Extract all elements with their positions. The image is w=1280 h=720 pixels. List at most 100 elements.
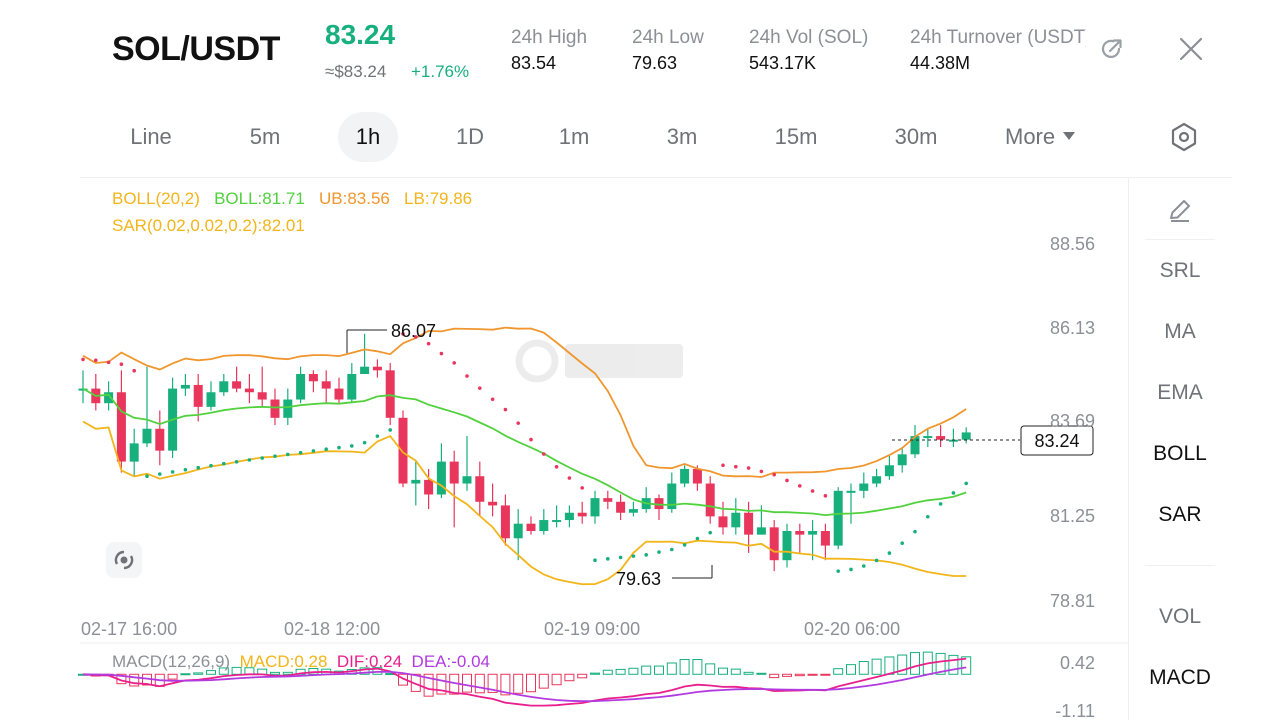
share-icon[interactable] (1097, 34, 1127, 64)
macd-histogram-bar (641, 665, 652, 675)
candle (321, 370, 331, 404)
screenshot-icon[interactable] (106, 542, 142, 578)
indicator-ema[interactable]: EMA (1157, 381, 1203, 404)
candle (667, 472, 677, 513)
candle (488, 483, 498, 517)
sar-dot (298, 450, 303, 455)
candle (526, 516, 536, 535)
candle-body (539, 520, 549, 531)
candle-body (488, 501, 498, 506)
macd-histogram-bar (590, 672, 600, 675)
macd-histogram-bar (436, 673, 447, 695)
sar-dot (375, 434, 380, 438)
tab-1h[interactable]: 1h (338, 112, 398, 162)
sar-dot (132, 368, 136, 373)
candle-body (436, 461, 446, 495)
candle (347, 363, 357, 404)
indicator-srl[interactable]: SRL (1159, 259, 1201, 282)
candles-layer (78, 333, 971, 572)
edit-pencil-icon[interactable] (1166, 196, 1194, 224)
tab-30m[interactable]: 30m (894, 124, 938, 149)
chevron-down-icon (1063, 132, 1076, 141)
tab-1m[interactable]: 1m (558, 124, 590, 149)
tab-15m[interactable]: 15m (774, 124, 818, 149)
sar-dot (708, 530, 712, 535)
sar-dot (183, 467, 188, 472)
candle-body (424, 479, 434, 495)
sar-dot (94, 358, 98, 363)
candle-body (308, 373, 318, 382)
indicator-boll[interactable]: BOLL (1153, 442, 1207, 465)
candle-body (347, 373, 357, 400)
tab-3m[interactable]: 3m (666, 124, 698, 149)
candle-body (897, 454, 907, 466)
sar-dot (119, 362, 124, 366)
sar-dot (81, 357, 85, 362)
price-change-percent: +1.76% (411, 62, 470, 81)
sar-dot (542, 452, 546, 456)
candle-body (782, 530, 792, 561)
candle (539, 509, 549, 535)
low-marker: 79.63 (616, 565, 713, 589)
close-icon[interactable] (1176, 34, 1206, 64)
sar-dot (286, 452, 290, 457)
boll-mid-value: BOLL:81.71 (214, 189, 305, 208)
candle-body (104, 392, 114, 404)
tab-line[interactable]: Line (130, 124, 172, 149)
stat-turnover-value: 44.38M (910, 53, 971, 73)
sar-dot (618, 555, 623, 560)
indicator-vol[interactable]: VOL (1158, 605, 1202, 628)
candle (462, 436, 472, 491)
sar-dot (631, 554, 636, 558)
macd-histogram-bar (679, 659, 690, 675)
tab-1d[interactable]: 1D (455, 124, 485, 149)
candle-body (398, 417, 408, 484)
macd-histogram-bar (935, 652, 946, 675)
macd-histogram-bar (922, 651, 933, 675)
macd-histogram-bar (116, 673, 127, 685)
candle-body (616, 501, 626, 513)
candle (564, 505, 574, 528)
dea-value: DEA:-0.04 (411, 652, 490, 671)
macd-histogram-bar (743, 671, 754, 675)
macd-histogram-bar (90, 673, 101, 677)
boll-upper-band (82, 326, 967, 478)
candle (78, 370, 88, 404)
sar-dot (874, 558, 879, 563)
candle-body (654, 498, 664, 510)
macd-histogram-bar (807, 673, 818, 676)
candle-body (641, 498, 651, 510)
chart-settings-icon[interactable] (1168, 121, 1200, 153)
current-price-tag: 83.24 (1034, 431, 1079, 451)
sar-dot (490, 397, 495, 402)
sar-dot (964, 481, 968, 486)
boll-params: BOLL(20,2) (112, 189, 200, 208)
candle (424, 468, 434, 510)
candle-body (193, 384, 203, 407)
candle (833, 487, 843, 550)
sar-dot (849, 567, 853, 572)
candle (680, 465, 690, 488)
macd-histogram-bar (385, 673, 396, 676)
boll-lb-value: LB:79.86 (404, 189, 473, 208)
indicator-macd[interactable]: MACD (1149, 666, 1211, 689)
tab-5m[interactable]: 5m (249, 124, 281, 149)
indicator-sar[interactable]: SAR (1158, 503, 1202, 526)
indicator-ma[interactable]: MA (1164, 320, 1196, 343)
macd-value: MACD:0.28 (239, 652, 328, 671)
sar-dot (426, 341, 431, 346)
sar-dot (439, 351, 444, 356)
candle-body (948, 439, 958, 442)
candle-body (577, 512, 587, 517)
sar-dot (145, 474, 149, 479)
tab-more-dropdown[interactable]: More (1005, 112, 1105, 162)
more-label: More (1005, 124, 1056, 149)
candle-body (116, 392, 126, 462)
sar-dot (234, 459, 239, 464)
candle-body (820, 530, 830, 546)
candle-body (628, 509, 638, 513)
macd-dea-line (82, 666, 967, 703)
price-axis-label: 81.25 (1050, 506, 1095, 526)
candle (769, 520, 779, 572)
